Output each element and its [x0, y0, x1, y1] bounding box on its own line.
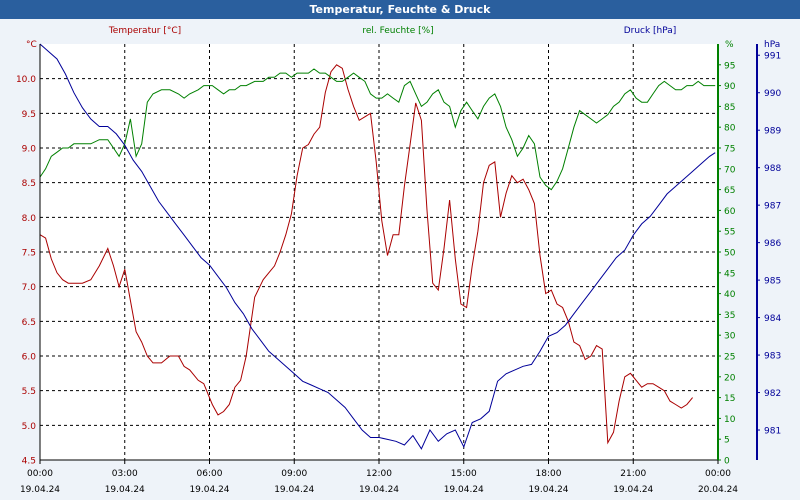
pressure-tick-label: 990: [764, 89, 781, 99]
x-tick-date: 19.04.24: [528, 485, 568, 495]
pressure-tick-label: 982: [764, 389, 781, 399]
humidity-tick-label: 55: [724, 228, 735, 238]
series-layer: [39, 43, 716, 450]
pressure-tick-label: 986: [764, 239, 781, 249]
humidity-tick-label: 0: [724, 457, 730, 467]
pressure-unit-label: hPa: [764, 40, 780, 50]
humidity-tick-label: 75: [724, 145, 735, 155]
x-tick-time: 00:00: [27, 469, 53, 479]
temperature-tick-label: 10.0: [16, 75, 36, 85]
humidity-series-label: rel. Feuchte [%]: [362, 26, 433, 36]
window-title: Temperatur, Feuchte & Druck: [0, 0, 800, 19]
humidity-line: [39, 68, 716, 191]
temperature-unit-label: °C: [26, 40, 37, 50]
pressure-tick-label: 984: [764, 314, 781, 324]
humidity-tick-label: 50: [724, 249, 736, 259]
humidity-tick-label: 35: [724, 311, 735, 321]
x-tick-date: 19.04.24: [105, 485, 145, 495]
temperature-tick-label: 7.0: [22, 283, 37, 293]
x-tick-date: 19.04.24: [613, 485, 653, 495]
temperature-line: [39, 64, 693, 445]
temperature-tick-label: 9.0: [22, 145, 37, 155]
pressure-line: [39, 43, 716, 450]
humidity-tick-label: 70: [724, 165, 736, 175]
x-tick-date: 19.04.24: [274, 485, 314, 495]
x-tick-date: 19.04.24: [444, 485, 484, 495]
humidity-tick-label: 25: [724, 353, 735, 363]
x-tick-time: 18:00: [536, 469, 562, 479]
temperature-tick-label: 5.5: [22, 387, 36, 397]
weather-chart: 00:00 19.04.24 03:00 19.04.24 06:00 19.04.24 0…: [16, 26, 781, 495]
temperature-series-label: Temperatur [°C]: [108, 26, 181, 36]
humidity-tick-label: 5: [724, 436, 730, 446]
humidity-tick-label: 60: [724, 207, 736, 217]
humidity-tick-label: 65: [724, 186, 735, 196]
pressure-tick-label: 983: [764, 352, 781, 362]
humidity-tick-label: 15: [724, 394, 735, 404]
temperature-tick-label: 9.5: [22, 110, 36, 120]
x-tick-date: 20.04.24: [698, 485, 738, 495]
temperature-tick-label: 5.0: [22, 422, 37, 432]
humidity-tick-label: 85: [724, 103, 735, 113]
pressure-tick-label: 981: [764, 427, 781, 437]
temperature-tick-label: 4.5: [22, 457, 36, 467]
pressure-tick-label: 989: [764, 127, 781, 137]
axes-layer: [39, 44, 760, 464]
humidity-tick-label: 45: [724, 269, 735, 279]
pressure-tick-label: 985: [764, 277, 781, 287]
x-tick-date: 19.04.24: [20, 485, 60, 495]
humidity-tick-label: 40: [724, 290, 736, 300]
pressure-series-label: Druck [hPa]: [624, 26, 677, 36]
pressure-tick-label: 987: [764, 202, 781, 212]
humidity-unit-label: %: [725, 40, 734, 50]
temperature-tick-label: 8.0: [22, 214, 37, 224]
humidity-tick-label: 90: [724, 82, 736, 92]
humidity-tick-label: 10: [724, 415, 736, 425]
x-tick-time: 00:00: [705, 469, 731, 479]
humidity-tick-label: 20: [724, 373, 736, 383]
x-tick-time: 12:00: [366, 469, 392, 479]
humidity-tick-label: 95: [724, 61, 735, 71]
pressure-tick-label: 991: [764, 52, 781, 62]
x-tick-time: 15:00: [451, 469, 477, 479]
temperature-tick-label: 7.5: [22, 249, 36, 259]
labels-layer: 00:00 19.04.24 03:00 19.04.24 06:00 19.04.24 0…: [16, 26, 781, 495]
grid-lines: [40, 44, 718, 460]
humidity-tick-label: 30: [724, 332, 736, 342]
temperature-tick-label: 6.5: [22, 318, 36, 328]
pressure-tick-label: 988: [764, 164, 781, 174]
x-tick-date: 19.04.24: [189, 485, 229, 495]
x-tick-time: 09:00: [281, 469, 307, 479]
x-tick-date: 19.04.24: [359, 485, 399, 495]
x-tick-time: 06:00: [197, 469, 223, 479]
x-tick-time: 03:00: [112, 469, 138, 479]
temperature-tick-label: 6.0: [22, 353, 37, 363]
humidity-tick-label: 80: [724, 124, 736, 134]
x-tick-time: 21:00: [620, 469, 646, 479]
temperature-tick-label: 8.5: [22, 179, 36, 189]
